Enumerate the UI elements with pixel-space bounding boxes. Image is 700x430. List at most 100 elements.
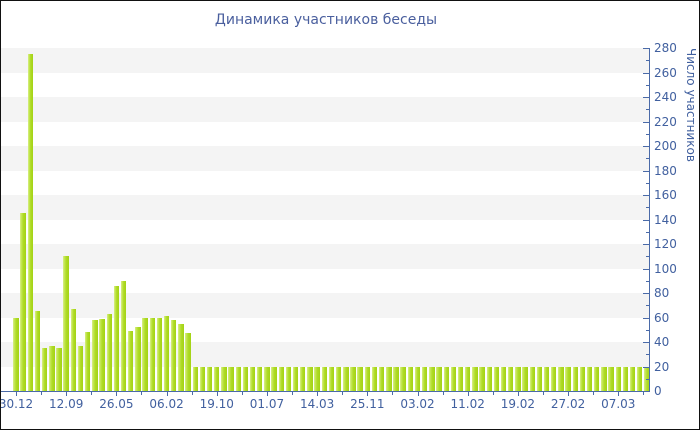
y-major-tick	[643, 317, 649, 319]
bar	[371, 366, 378, 391]
x-tick-label: 01.07	[249, 397, 285, 411]
y-tick-label: 260	[654, 65, 677, 80]
grid-band	[1, 342, 649, 367]
bar	[637, 366, 643, 391]
y-major-tick	[643, 342, 649, 343]
x-minor-tick	[291, 392, 293, 395]
bar	[307, 366, 313, 391]
bar	[221, 366, 227, 391]
bar	[386, 366, 392, 391]
bar	[156, 317, 163, 391]
bar	[450, 366, 457, 391]
y-major-tick	[643, 48, 649, 49]
bar	[328, 366, 335, 391]
bar	[92, 319, 98, 391]
grid-band	[1, 195, 649, 220]
bar	[178, 323, 184, 391]
y-major-tick	[643, 121, 649, 123]
x-minor-tick	[643, 392, 645, 395]
bar	[41, 348, 48, 391]
x-minor-tick	[593, 392, 595, 395]
bar	[594, 366, 600, 391]
bar	[56, 348, 62, 391]
bar	[13, 317, 19, 391]
x-tick-label: 26.05	[99, 397, 134, 411]
bar	[558, 366, 564, 391]
bar	[34, 311, 41, 391]
y-major-tick	[643, 170, 649, 172]
x-tick-label: 12.09	[49, 397, 84, 411]
bar	[257, 366, 263, 391]
bar	[20, 213, 26, 391]
y-major-tick	[643, 195, 649, 196]
x-tick-label: 03.02	[400, 397, 435, 411]
bar	[113, 285, 120, 391]
x-major-tick	[116, 392, 118, 396]
bar	[77, 345, 84, 391]
bar	[49, 345, 55, 391]
bar	[242, 366, 249, 391]
bar	[522, 366, 528, 391]
x-major-tick	[467, 392, 469, 396]
bar	[364, 366, 371, 391]
y-minor-tick	[646, 60, 649, 62]
bar	[206, 366, 213, 391]
y-minor-tick	[646, 109, 649, 111]
bar	[407, 366, 414, 391]
y-tick-label: 180	[654, 163, 677, 178]
bar	[106, 313, 112, 391]
bar	[436, 366, 442, 391]
bar	[149, 317, 155, 391]
y-minor-tick	[646, 305, 649, 307]
bar	[99, 318, 105, 391]
x-major-tick	[166, 392, 168, 396]
y-major-tick	[643, 72, 649, 74]
bar	[615, 366, 621, 391]
y-tick-label: 40	[654, 335, 670, 349]
bar	[551, 366, 557, 391]
x-axis-line	[1, 391, 650, 392]
bar	[214, 366, 220, 391]
x-major-tick	[216, 392, 218, 396]
x-minor-tick	[442, 392, 444, 395]
x-tick-label: 19.02	[500, 397, 536, 411]
x-minor-tick	[492, 392, 494, 395]
bar	[572, 366, 578, 391]
y-tick-label: 280	[654, 41, 677, 55]
bar	[321, 366, 327, 391]
y-major-tick	[643, 244, 649, 245]
x-major-tick	[367, 392, 369, 396]
y-major-tick	[643, 146, 649, 147]
bar	[228, 366, 234, 391]
grid-band	[1, 97, 649, 122]
grid-band	[1, 146, 649, 171]
bar	[142, 317, 148, 391]
bar	[500, 366, 507, 391]
x-tick-label: 11.02	[450, 397, 485, 411]
bar	[421, 366, 428, 391]
x-tick-label: 25.11	[350, 397, 385, 411]
bar	[378, 366, 385, 391]
bar	[536, 366, 543, 391]
x-tick-label: 19.10	[199, 397, 234, 411]
x-major-tick	[317, 392, 319, 396]
y-minor-tick	[646, 231, 649, 233]
y-tick-label: 160	[654, 188, 677, 202]
y-tick-label: 80	[654, 286, 670, 300]
y-tick-label: 200	[654, 139, 677, 153]
bar	[608, 366, 614, 391]
bar	[343, 366, 349, 391]
y-major-tick	[643, 268, 649, 270]
y-minor-tick	[646, 84, 649, 86]
bar	[128, 330, 134, 391]
y-major-tick	[643, 219, 649, 221]
bar	[63, 256, 69, 391]
grid-band	[1, 48, 649, 73]
bar	[508, 366, 514, 391]
bar	[414, 366, 421, 391]
y-minor-tick	[646, 329, 649, 331]
bar	[85, 332, 91, 391]
bar	[292, 366, 299, 391]
bar	[199, 366, 206, 391]
